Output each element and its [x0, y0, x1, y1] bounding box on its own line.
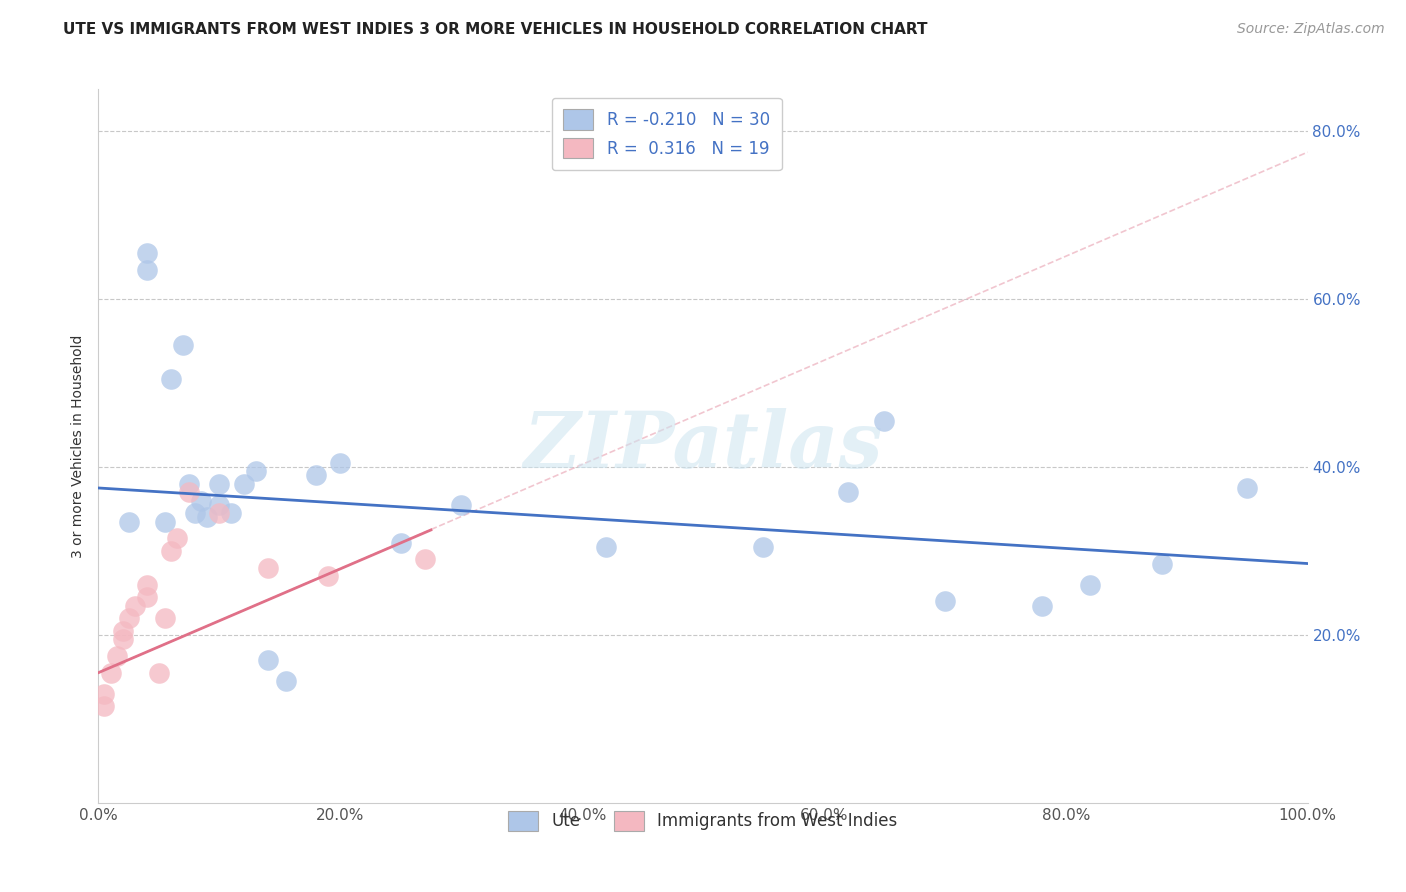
- Point: [274, 674, 297, 689]
- Point: [190, 493, 212, 508]
- Point: [179, 485, 201, 500]
- Point: [93, 687, 115, 701]
- Point: [148, 665, 170, 680]
- Point: [179, 476, 201, 491]
- Point: [1031, 599, 1053, 613]
- Point: [245, 464, 267, 478]
- Point: [208, 476, 231, 491]
- Point: [1152, 557, 1174, 571]
- Point: [100, 665, 122, 680]
- Point: [172, 338, 194, 352]
- Point: [934, 594, 956, 608]
- Y-axis label: 3 or more Vehicles in Household: 3 or more Vehicles in Household: [70, 334, 84, 558]
- Point: [105, 648, 128, 663]
- Point: [837, 485, 859, 500]
- Point: [135, 577, 157, 591]
- Point: [305, 468, 328, 483]
- Point: [256, 653, 278, 667]
- Point: [195, 510, 218, 524]
- Point: [389, 535, 412, 549]
- Point: [208, 498, 231, 512]
- Point: [316, 569, 339, 583]
- Legend: Ute, Immigrants from West Indies: Ute, Immigrants from West Indies: [495, 797, 911, 845]
- Point: [413, 552, 436, 566]
- Point: [111, 632, 134, 646]
- Point: [118, 515, 141, 529]
- Point: [135, 246, 157, 260]
- Point: [752, 540, 775, 554]
- Point: [256, 560, 278, 574]
- Point: [160, 544, 183, 558]
- Point: [873, 414, 896, 428]
- Point: [93, 699, 115, 714]
- Text: Source: ZipAtlas.com: Source: ZipAtlas.com: [1237, 22, 1385, 37]
- Point: [124, 599, 146, 613]
- Point: [135, 262, 157, 277]
- Point: [1236, 481, 1258, 495]
- Point: [329, 456, 352, 470]
- Point: [153, 611, 176, 625]
- Point: [232, 476, 254, 491]
- Point: [450, 498, 472, 512]
- Point: [166, 532, 188, 546]
- Point: [1078, 577, 1101, 591]
- Point: [118, 611, 141, 625]
- Text: ZIPatlas: ZIPatlas: [523, 408, 883, 484]
- Text: UTE VS IMMIGRANTS FROM WEST INDIES 3 OR MORE VEHICLES IN HOUSEHOLD CORRELATION C: UTE VS IMMIGRANTS FROM WEST INDIES 3 OR …: [63, 22, 928, 37]
- Point: [135, 590, 157, 604]
- Point: [153, 515, 176, 529]
- Point: [111, 624, 134, 638]
- Point: [160, 372, 183, 386]
- Point: [595, 540, 617, 554]
- Point: [208, 506, 231, 520]
- Point: [184, 506, 207, 520]
- Point: [221, 506, 243, 520]
